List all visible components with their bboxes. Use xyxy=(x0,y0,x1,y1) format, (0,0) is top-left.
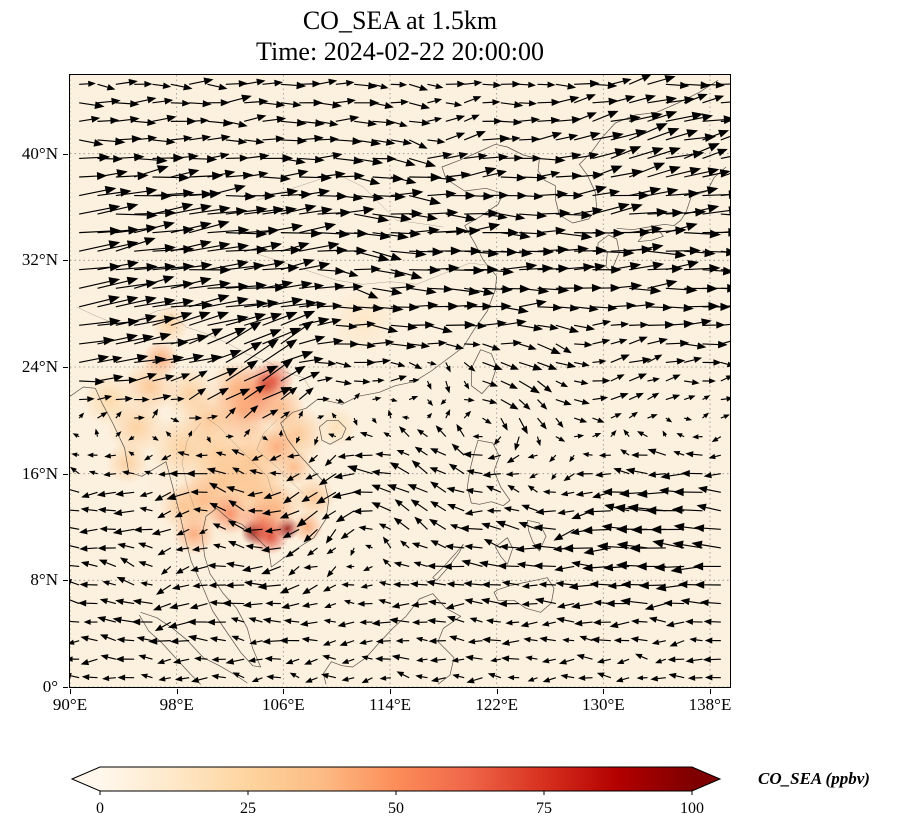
x-tick-label: 114°E xyxy=(368,695,412,714)
x-tick-mark xyxy=(283,689,285,694)
colorbar-tick-label: 100 xyxy=(680,800,704,817)
x-tick-mark xyxy=(176,689,178,694)
x-tick-mark xyxy=(70,689,71,694)
colorbar xyxy=(70,764,730,798)
y-tick-mark xyxy=(63,473,68,475)
chart-title: CO_SEA at 1.5km xyxy=(302,6,498,35)
y-tick-mark xyxy=(63,260,68,262)
colorbar-label: CO_SEA (ppbv) xyxy=(758,769,870,788)
y-tick-label: 24°N xyxy=(21,357,58,376)
y-tick-mark xyxy=(63,687,68,688)
colorbar-tick-label: 0 xyxy=(96,800,104,817)
x-tick-mark xyxy=(603,689,605,694)
y-tick-mark xyxy=(63,153,68,155)
y-tick-label: 32°N xyxy=(21,250,58,270)
colorbar-tick-label: 75 xyxy=(536,800,552,817)
y-tick-mark xyxy=(63,580,68,582)
y-tick-label: 8°N xyxy=(30,570,58,590)
x-tick-mark xyxy=(496,689,498,694)
colorbar-tick-label: 25 xyxy=(240,800,256,817)
x-tick-label: 130°E xyxy=(581,695,625,714)
y-tick-label: 16°N xyxy=(21,463,58,483)
colorbar-tick-label: 50 xyxy=(388,800,404,817)
x-tick-mark xyxy=(710,689,711,694)
x-tick-label: 90°E xyxy=(52,695,88,714)
x-tick-label: 122°E xyxy=(475,695,518,714)
y-tick-label: 0° xyxy=(42,677,58,696)
y-tick-mark xyxy=(63,367,68,368)
map-canvas xyxy=(70,75,730,687)
x-tick-label: 106°E xyxy=(261,695,305,714)
x-tick-label: 138°E xyxy=(688,695,732,714)
y-tick-label: 40°N xyxy=(21,143,58,163)
chart-subtitle: Time: 2024-02-22 20:00:00 xyxy=(256,37,544,66)
map-plot-area xyxy=(69,74,731,688)
x-tick-label: 98°E xyxy=(159,695,194,714)
x-tick-mark xyxy=(390,689,391,694)
colorbar-canvas xyxy=(70,764,730,798)
